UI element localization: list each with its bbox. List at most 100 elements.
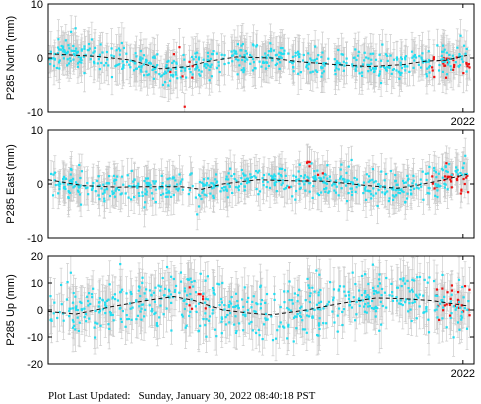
data-point <box>450 173 453 176</box>
data-point <box>144 192 147 195</box>
data-point <box>343 178 346 181</box>
data-point <box>342 69 345 72</box>
data-point <box>278 167 281 170</box>
data-point <box>459 171 462 175</box>
data-point <box>139 59 142 62</box>
data-point <box>443 48 446 51</box>
data-point <box>280 175 283 178</box>
data-point <box>277 58 280 61</box>
recent-point <box>306 160 309 163</box>
data-point <box>334 69 337 72</box>
data-point <box>195 61 198 64</box>
data-point <box>246 177 249 180</box>
data-point <box>49 172 53 176</box>
data-point <box>271 176 274 180</box>
data-point <box>51 194 55 197</box>
data-point <box>438 63 441 67</box>
data-point <box>420 185 423 188</box>
data-point <box>418 55 421 58</box>
data-point <box>139 56 142 59</box>
data-point <box>455 166 458 169</box>
data-point <box>384 53 388 56</box>
data-point <box>274 178 277 181</box>
data-point <box>240 176 243 180</box>
data-point <box>226 196 229 199</box>
data-point <box>235 179 238 182</box>
data-point <box>442 57 445 60</box>
recent-point <box>431 69 434 72</box>
data-point <box>161 83 165 86</box>
data-point <box>334 73 337 76</box>
recent-point <box>433 75 436 79</box>
data-point <box>192 58 195 61</box>
data-point <box>377 74 381 77</box>
data-point <box>118 53 121 56</box>
data-point <box>234 186 237 189</box>
data-point <box>297 72 300 75</box>
data-point <box>440 54 443 58</box>
data-point <box>263 61 266 64</box>
data-point <box>456 168 459 172</box>
data-point <box>64 39 67 42</box>
data-point <box>171 176 175 179</box>
data-point <box>378 72 381 76</box>
data-point <box>68 179 71 182</box>
data-point <box>140 66 143 69</box>
data-point <box>198 181 201 184</box>
data-point <box>446 170 449 174</box>
data-point <box>151 56 155 59</box>
data-point <box>392 198 395 202</box>
data-point <box>174 67 178 70</box>
data-point <box>209 57 213 60</box>
data-point <box>59 48 62 51</box>
data-point <box>205 66 208 69</box>
data-point <box>299 174 303 178</box>
data-point <box>117 47 120 50</box>
recent-point <box>452 58 455 62</box>
data-point <box>77 190 80 194</box>
data-point <box>217 61 220 64</box>
data-point <box>205 194 208 197</box>
data-point <box>305 64 308 67</box>
data-point <box>421 61 425 64</box>
data-point <box>244 49 247 53</box>
data-point <box>446 58 450 61</box>
data-point <box>153 55 156 58</box>
data-point <box>114 189 117 192</box>
data-point <box>135 55 138 58</box>
data-point <box>333 189 336 192</box>
data-point <box>281 46 284 50</box>
data-point <box>199 195 202 198</box>
recent-point <box>468 66 471 69</box>
recent-point <box>459 192 462 195</box>
data-point <box>266 180 269 184</box>
data-point <box>352 182 355 186</box>
data-point <box>246 58 249 61</box>
data-point <box>307 62 310 65</box>
data-point <box>70 30 73 33</box>
data-point <box>105 187 108 190</box>
data-point <box>120 41 123 45</box>
panel-1: 10 0 -10 2022 P285 North (mm) <box>5 0 475 128</box>
data-point <box>465 70 468 73</box>
data-point <box>316 169 319 172</box>
data-point <box>184 67 187 70</box>
data-point <box>147 62 150 65</box>
data-point <box>337 61 340 65</box>
data-point <box>231 191 234 195</box>
data-point <box>398 192 402 195</box>
data-point <box>324 187 328 190</box>
data-point <box>142 74 146 77</box>
data-point <box>460 173 464 176</box>
data-point <box>445 73 449 76</box>
data-point <box>65 52 68 55</box>
data-point <box>255 44 259 47</box>
data-point <box>138 58 141 61</box>
data-point <box>251 43 255 46</box>
data-point <box>324 190 327 193</box>
data-point <box>120 192 123 195</box>
data-point <box>219 190 222 193</box>
data-point <box>169 74 173 77</box>
data-point <box>327 57 330 60</box>
data-point <box>83 72 86 75</box>
